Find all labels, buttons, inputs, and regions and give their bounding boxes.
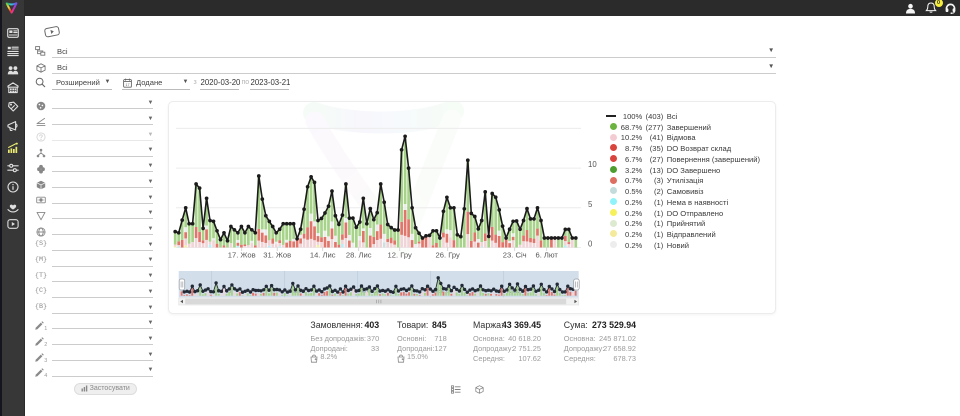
svg-text:14. Лис: 14. Лис <box>310 250 336 259</box>
svg-text:31. Жов: 31. Жов <box>264 250 292 259</box>
svg-text:12. Гру: 12. Гру <box>388 250 412 259</box>
svg-text:17. Жов: 17. Жов <box>228 250 256 259</box>
svg-text:0: 0 <box>588 239 593 248</box>
svg-text:10: 10 <box>588 160 597 169</box>
svg-text:2: 2 <box>44 342 47 347</box>
svg-text:3: 3 <box>44 358 47 363</box>
svg-text:4: 4 <box>44 373 47 378</box>
svg-text:23. Січ: 23. Січ <box>503 250 527 259</box>
svg-text:26. Гру: 26. Гру <box>436 250 460 259</box>
svg-text:6. Лют: 6. Лют <box>536 250 559 259</box>
svg-text:28. Лис: 28. Лис <box>346 250 372 259</box>
svg-text:1: 1 <box>44 326 47 331</box>
svg-text:5: 5 <box>588 199 593 208</box>
svg-text:17: 17 <box>125 83 129 87</box>
svg-text:Жов 22: Жов 22 <box>434 289 451 295</box>
svg-text:Жов 22: Жов 22 <box>507 289 524 295</box>
svg-text:Жов 22: Жов 22 <box>288 289 305 295</box>
